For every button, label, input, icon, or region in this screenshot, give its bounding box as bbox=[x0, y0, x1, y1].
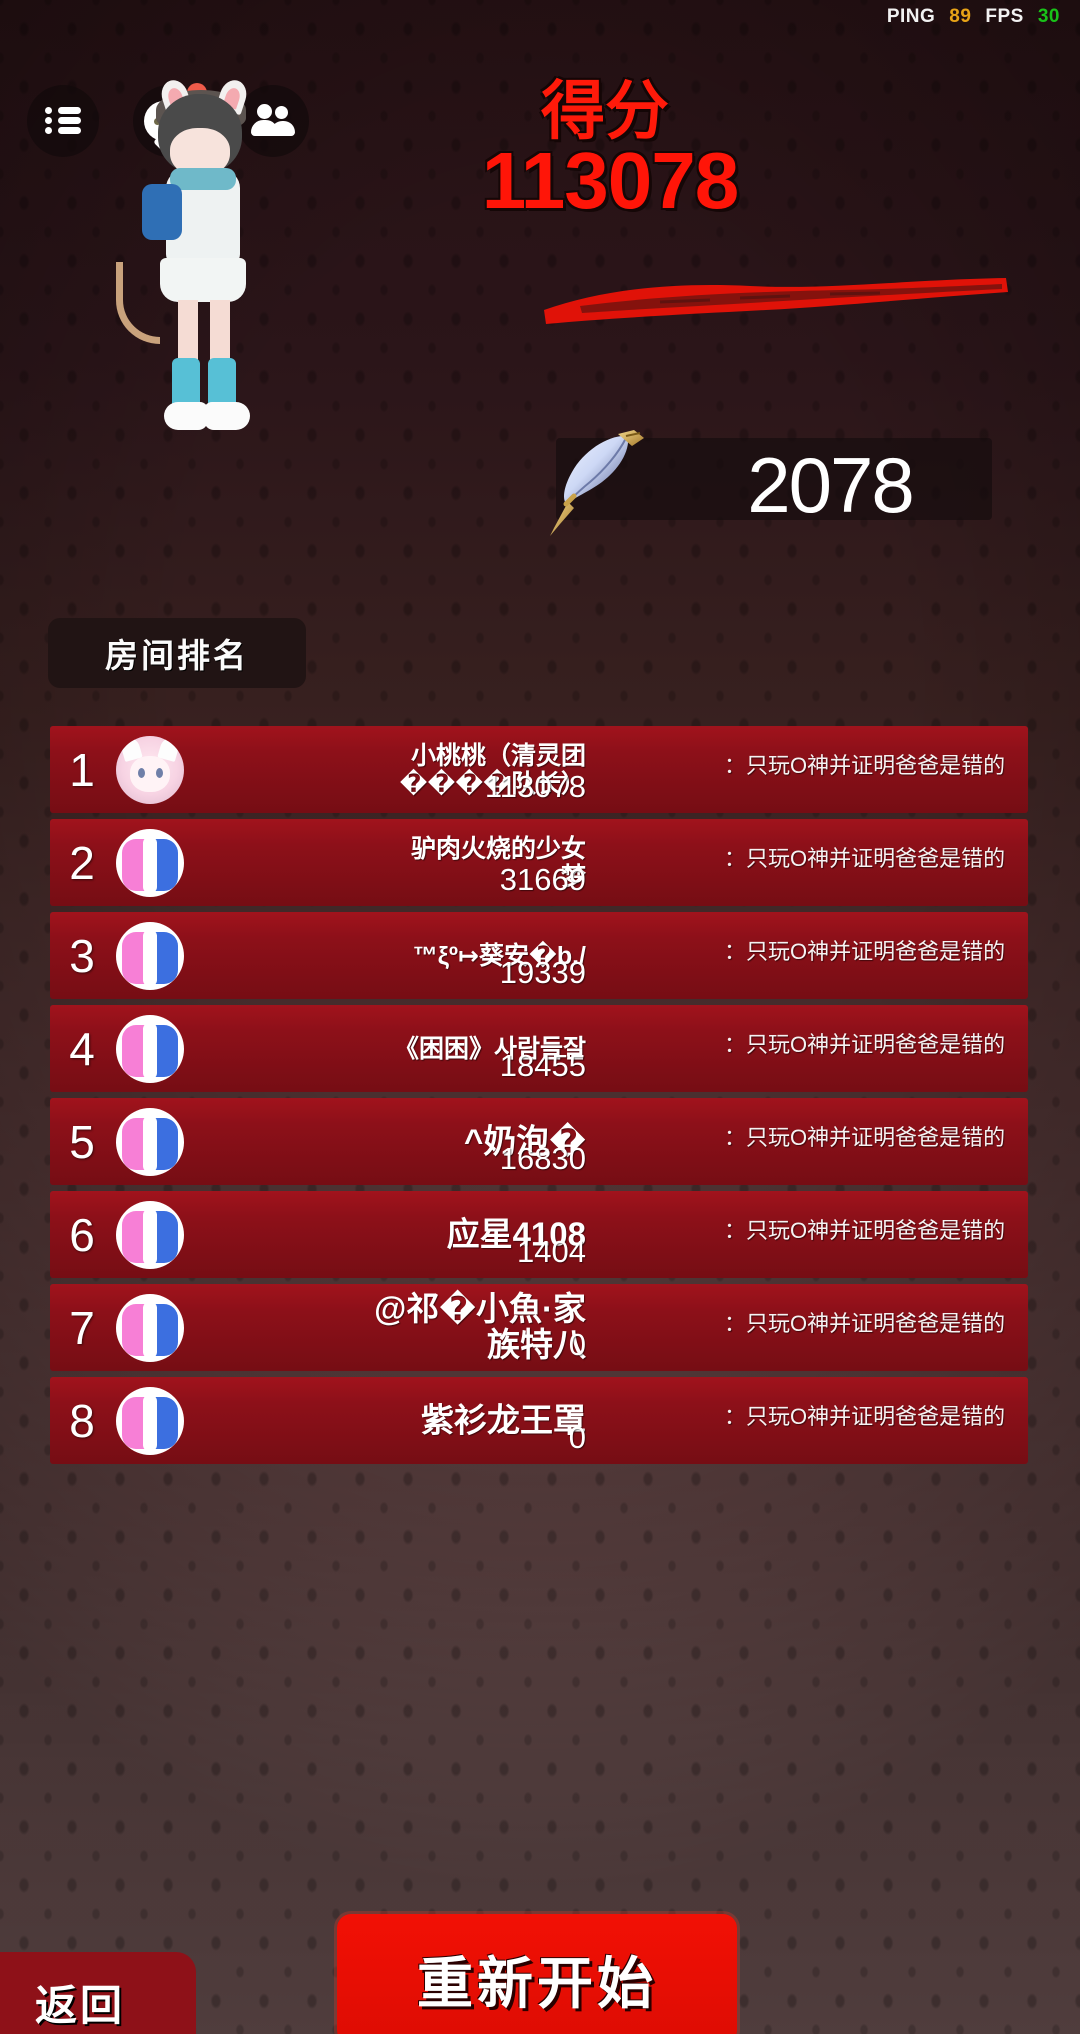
row-content: 《困困》사람들잘 ：只玩O神并证明爸爸是错的 18455 bbox=[184, 1005, 1028, 1092]
player-points: 0 bbox=[568, 1420, 586, 1455]
table-row[interactable]: 8 紫衫龙王罩 ：只玩O神并证明爸爸是错的 0 bbox=[50, 1377, 1028, 1464]
player-status: ：只玩O神并证明爸爸是错的 bbox=[724, 1404, 1006, 1429]
row-content: @祁�小魚·家 族特八 ：只玩O神并证明爸爸是错的 0 bbox=[184, 1284, 1028, 1371]
player-status: ：只玩O神并证明爸爸是错的 bbox=[724, 1032, 1006, 1057]
menu-list-button[interactable] bbox=[27, 85, 99, 157]
player-status: ：只玩O神并证明爸爸是错的 bbox=[724, 753, 1006, 778]
restart-button[interactable]: 重新开始 bbox=[337, 1914, 737, 2034]
row-content: ^奶泡� ：只玩O神并证明爸爸是错的 16830 bbox=[184, 1098, 1028, 1185]
player-name: ™ξº↦葵安�b./ bbox=[412, 941, 586, 970]
row-content: ™ξº↦葵安�b./ ：只玩O神并证明爸爸是错的 19339 bbox=[184, 912, 1028, 999]
player-status: ：只玩O神并证明爸爸是错的 bbox=[724, 1218, 1006, 1243]
brush-stroke-decoration bbox=[540, 276, 1010, 328]
player-points: 0 bbox=[568, 1327, 586, 1362]
rank-number: 2 bbox=[69, 836, 95, 889]
player-name: 应星4108 bbox=[446, 1215, 586, 1253]
avatar bbox=[116, 1200, 184, 1269]
row-content: 紫衫龙王罩 ：只玩O神并证明爸爸是错的 0 bbox=[184, 1377, 1028, 1464]
avatar bbox=[116, 1107, 184, 1176]
player-status: ：只玩O神并证明爸爸是错的 bbox=[724, 1311, 1006, 1336]
row-content: 应星4108 ：只玩O神并证明爸爸是错的 1404 bbox=[184, 1191, 1028, 1278]
row-content: 小桃桃（清灵团 ����队长） ：只玩O神并证明爸爸是错的 113078 bbox=[184, 726, 1028, 813]
fps-value: 30 bbox=[1037, 6, 1060, 27]
player-points: 18455 bbox=[499, 1048, 586, 1083]
currency-panel bbox=[556, 438, 992, 520]
player-name: 《困困》사람들잘 bbox=[393, 1034, 586, 1063]
player-name: 紫衫龙王罩 bbox=[421, 1401, 586, 1439]
player-points: 113078 bbox=[484, 769, 586, 804]
player-name: 驴肉火烧的少女 梦 bbox=[410, 834, 586, 891]
score-value: 113078 bbox=[481, 136, 740, 225]
rank-number: 3 bbox=[69, 929, 95, 982]
table-row[interactable]: 2 驴肉火烧的少女 梦 ：只玩O神并证明爸爸是错的 31669 bbox=[50, 819, 1028, 906]
avatar bbox=[116, 828, 184, 897]
row-content: 驴肉火烧的少女 梦 ：只玩O神并证明爸爸是错的 31669 bbox=[184, 819, 1028, 906]
rank-number: 6 bbox=[69, 1208, 95, 1261]
player-status: ：只玩O神并证明爸爸是错的 bbox=[724, 1125, 1006, 1150]
room-ranking-tab[interactable]: 房间排名 bbox=[48, 618, 306, 688]
score-label: 得分 bbox=[541, 75, 669, 147]
people-icon bbox=[251, 104, 295, 138]
player-name: ^奶泡� bbox=[463, 1122, 586, 1160]
player-name: @祁�小魚·家 族特八 bbox=[374, 1289, 586, 1364]
leaderboard: 1 小桃桃（清灵团 ����队长） ：只玩O神并证明爸爸是错的 113078 2 驴肉火烧… bbox=[50, 726, 1028, 1470]
ping-value: 89 bbox=[949, 6, 972, 27]
rank-number: 7 bbox=[69, 1301, 95, 1354]
rank-number: 1 bbox=[69, 743, 95, 796]
player-status: ：只玩O神并证明爸爸是错的 bbox=[724, 846, 1006, 871]
fps-label: FPS bbox=[985, 6, 1024, 27]
table-row[interactable]: 7 @祁�小魚·家 族特八 ：只玩O神并证明爸爸是错的 0 bbox=[50, 1284, 1028, 1371]
player-points: 19339 bbox=[499, 955, 586, 990]
friends-button[interactable] bbox=[237, 85, 309, 157]
player-points: 31669 bbox=[499, 862, 586, 897]
rank-number: 5 bbox=[69, 1115, 95, 1168]
avatar bbox=[116, 1386, 184, 1455]
table-row[interactable]: 4 《困困》사람들잘 ：只玩O神并证明爸爸是错的 18455 bbox=[50, 1005, 1028, 1092]
player-points: 16830 bbox=[499, 1141, 586, 1176]
rank-number: 4 bbox=[69, 1022, 95, 1075]
avatar bbox=[116, 735, 184, 804]
avatar bbox=[116, 1293, 184, 1362]
avatar bbox=[116, 1014, 184, 1083]
feather-icon bbox=[540, 420, 660, 540]
currency-amount: 2078 bbox=[747, 441, 915, 529]
back-button[interactable]: 返回 bbox=[0, 1952, 196, 2034]
player-name: 小桃桃（清灵团 ����队长） bbox=[399, 741, 586, 798]
player-status: ：只玩O神并证明爸爸是错的 bbox=[724, 939, 1006, 964]
list-icon bbox=[45, 107, 81, 135]
table-row[interactable]: 5 ^奶泡� ：只玩O神并证明爸爸是错的 16830 bbox=[50, 1098, 1028, 1185]
rank-number: 8 bbox=[69, 1394, 95, 1447]
table-row[interactable]: 6 应星4108 ：只玩O神并证明爸爸是错的 1404 bbox=[50, 1191, 1028, 1278]
table-row[interactable]: 3 ™ξº↦葵安�b./ ：只玩O神并证明爸爸是错的 19339 bbox=[50, 912, 1028, 999]
player-points: 1404 bbox=[517, 1234, 586, 1269]
player-character-avatar bbox=[108, 72, 298, 440]
table-row[interactable]: 1 小桃桃（清灵团 ����队长） ：只玩O神并证明爸爸是错的 113078 bbox=[50, 726, 1028, 813]
performance-hud: PING 89 FPS 30 bbox=[887, 6, 1060, 28]
ping-label: PING bbox=[886, 6, 936, 27]
avatar bbox=[116, 921, 184, 990]
